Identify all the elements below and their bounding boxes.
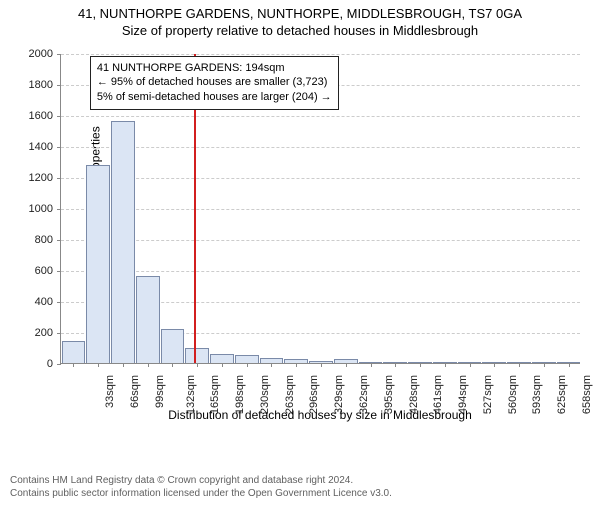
- ytick-label: 200: [35, 327, 53, 339]
- ytick-mark: [57, 333, 61, 334]
- histogram-chart: Number of detached properties 0200400600…: [60, 54, 580, 424]
- grid-line: [61, 209, 580, 210]
- xtick-mark: [321, 363, 322, 367]
- x-axis-label: Distribution of detached houses by size …: [60, 408, 580, 422]
- histogram-bar: [210, 354, 234, 363]
- xtick-mark: [123, 363, 124, 367]
- ytick-mark: [57, 271, 61, 272]
- xtick-mark: [296, 363, 297, 367]
- ytick-label: 1400: [29, 141, 53, 153]
- ytick-label: 1800: [29, 79, 53, 91]
- ytick-mark: [57, 302, 61, 303]
- xtick-mark: [346, 363, 347, 367]
- xtick-mark: [519, 363, 520, 367]
- ytick-mark: [57, 116, 61, 117]
- ytick-label: 0: [47, 358, 53, 370]
- ytick-mark: [57, 147, 61, 148]
- ytick-label: 1200: [29, 172, 53, 184]
- grid-line: [61, 240, 580, 241]
- ytick-label: 1600: [29, 110, 53, 122]
- xtick-mark: [222, 363, 223, 367]
- histogram-bar: [185, 348, 209, 364]
- xtick-mark: [420, 363, 421, 367]
- xtick-mark: [148, 363, 149, 367]
- xtick-mark: [98, 363, 99, 367]
- xtick-mark: [494, 363, 495, 367]
- xtick-label: 33sqm: [104, 375, 116, 408]
- xtick-label: 66sqm: [129, 375, 141, 408]
- xtick-mark: [172, 363, 173, 367]
- histogram-bar: [111, 121, 135, 363]
- ytick-mark: [57, 54, 61, 55]
- xtick-mark: [569, 363, 570, 367]
- xtick-label: 658sqm: [581, 375, 593, 414]
- grid-line: [61, 116, 580, 117]
- annotation-box: 41 NUNTHORPE GARDENS: 194sqm ← 95% of de…: [90, 56, 339, 111]
- annotation-line-2: ← 95% of detached houses are smaller (3,…: [97, 75, 332, 90]
- annotation-line-3: 5% of semi-detached houses are larger (2…: [97, 90, 332, 105]
- ytick-label: 600: [35, 265, 53, 277]
- xtick-mark: [247, 363, 248, 367]
- title-line-1: 41, NUNTHORPE GARDENS, NUNTHORPE, MIDDLE…: [0, 6, 600, 21]
- histogram-bar: [62, 341, 86, 363]
- xtick-mark: [395, 363, 396, 367]
- xtick-mark: [470, 363, 471, 367]
- footer: Contains HM Land Registry data © Crown c…: [10, 475, 392, 500]
- plot-area: Number of detached properties 0200400600…: [60, 54, 580, 364]
- ytick-mark: [57, 85, 61, 86]
- grid-line: [61, 178, 580, 179]
- xtick-mark: [544, 363, 545, 367]
- ytick-mark: [57, 178, 61, 179]
- ytick-mark: [57, 209, 61, 210]
- xtick-mark: [445, 363, 446, 367]
- title-line-2: Size of property relative to detached ho…: [0, 23, 600, 38]
- grid-line: [61, 271, 580, 272]
- histogram-bar: [235, 355, 259, 363]
- ytick-label: 1000: [29, 203, 53, 215]
- ytick-mark: [57, 364, 61, 365]
- histogram-bar: [161, 329, 185, 363]
- xtick-mark: [371, 363, 372, 367]
- ytick-mark: [57, 240, 61, 241]
- xtick-mark: [271, 363, 272, 367]
- histogram-bar: [86, 165, 110, 363]
- footer-line-1: Contains HM Land Registry data © Crown c…: [10, 475, 392, 488]
- annotation-line-1: 41 NUNTHORPE GARDENS: 194sqm: [97, 61, 332, 76]
- footer-line-2: Contains public sector information licen…: [10, 488, 392, 501]
- xtick-mark: [73, 363, 74, 367]
- grid-line: [61, 147, 580, 148]
- ytick-label: 400: [35, 296, 53, 308]
- ytick-label: 2000: [29, 48, 53, 60]
- ytick-label: 800: [35, 234, 53, 246]
- xtick-label: 99sqm: [154, 375, 166, 408]
- histogram-bar: [136, 276, 160, 363]
- xtick-mark: [197, 363, 198, 367]
